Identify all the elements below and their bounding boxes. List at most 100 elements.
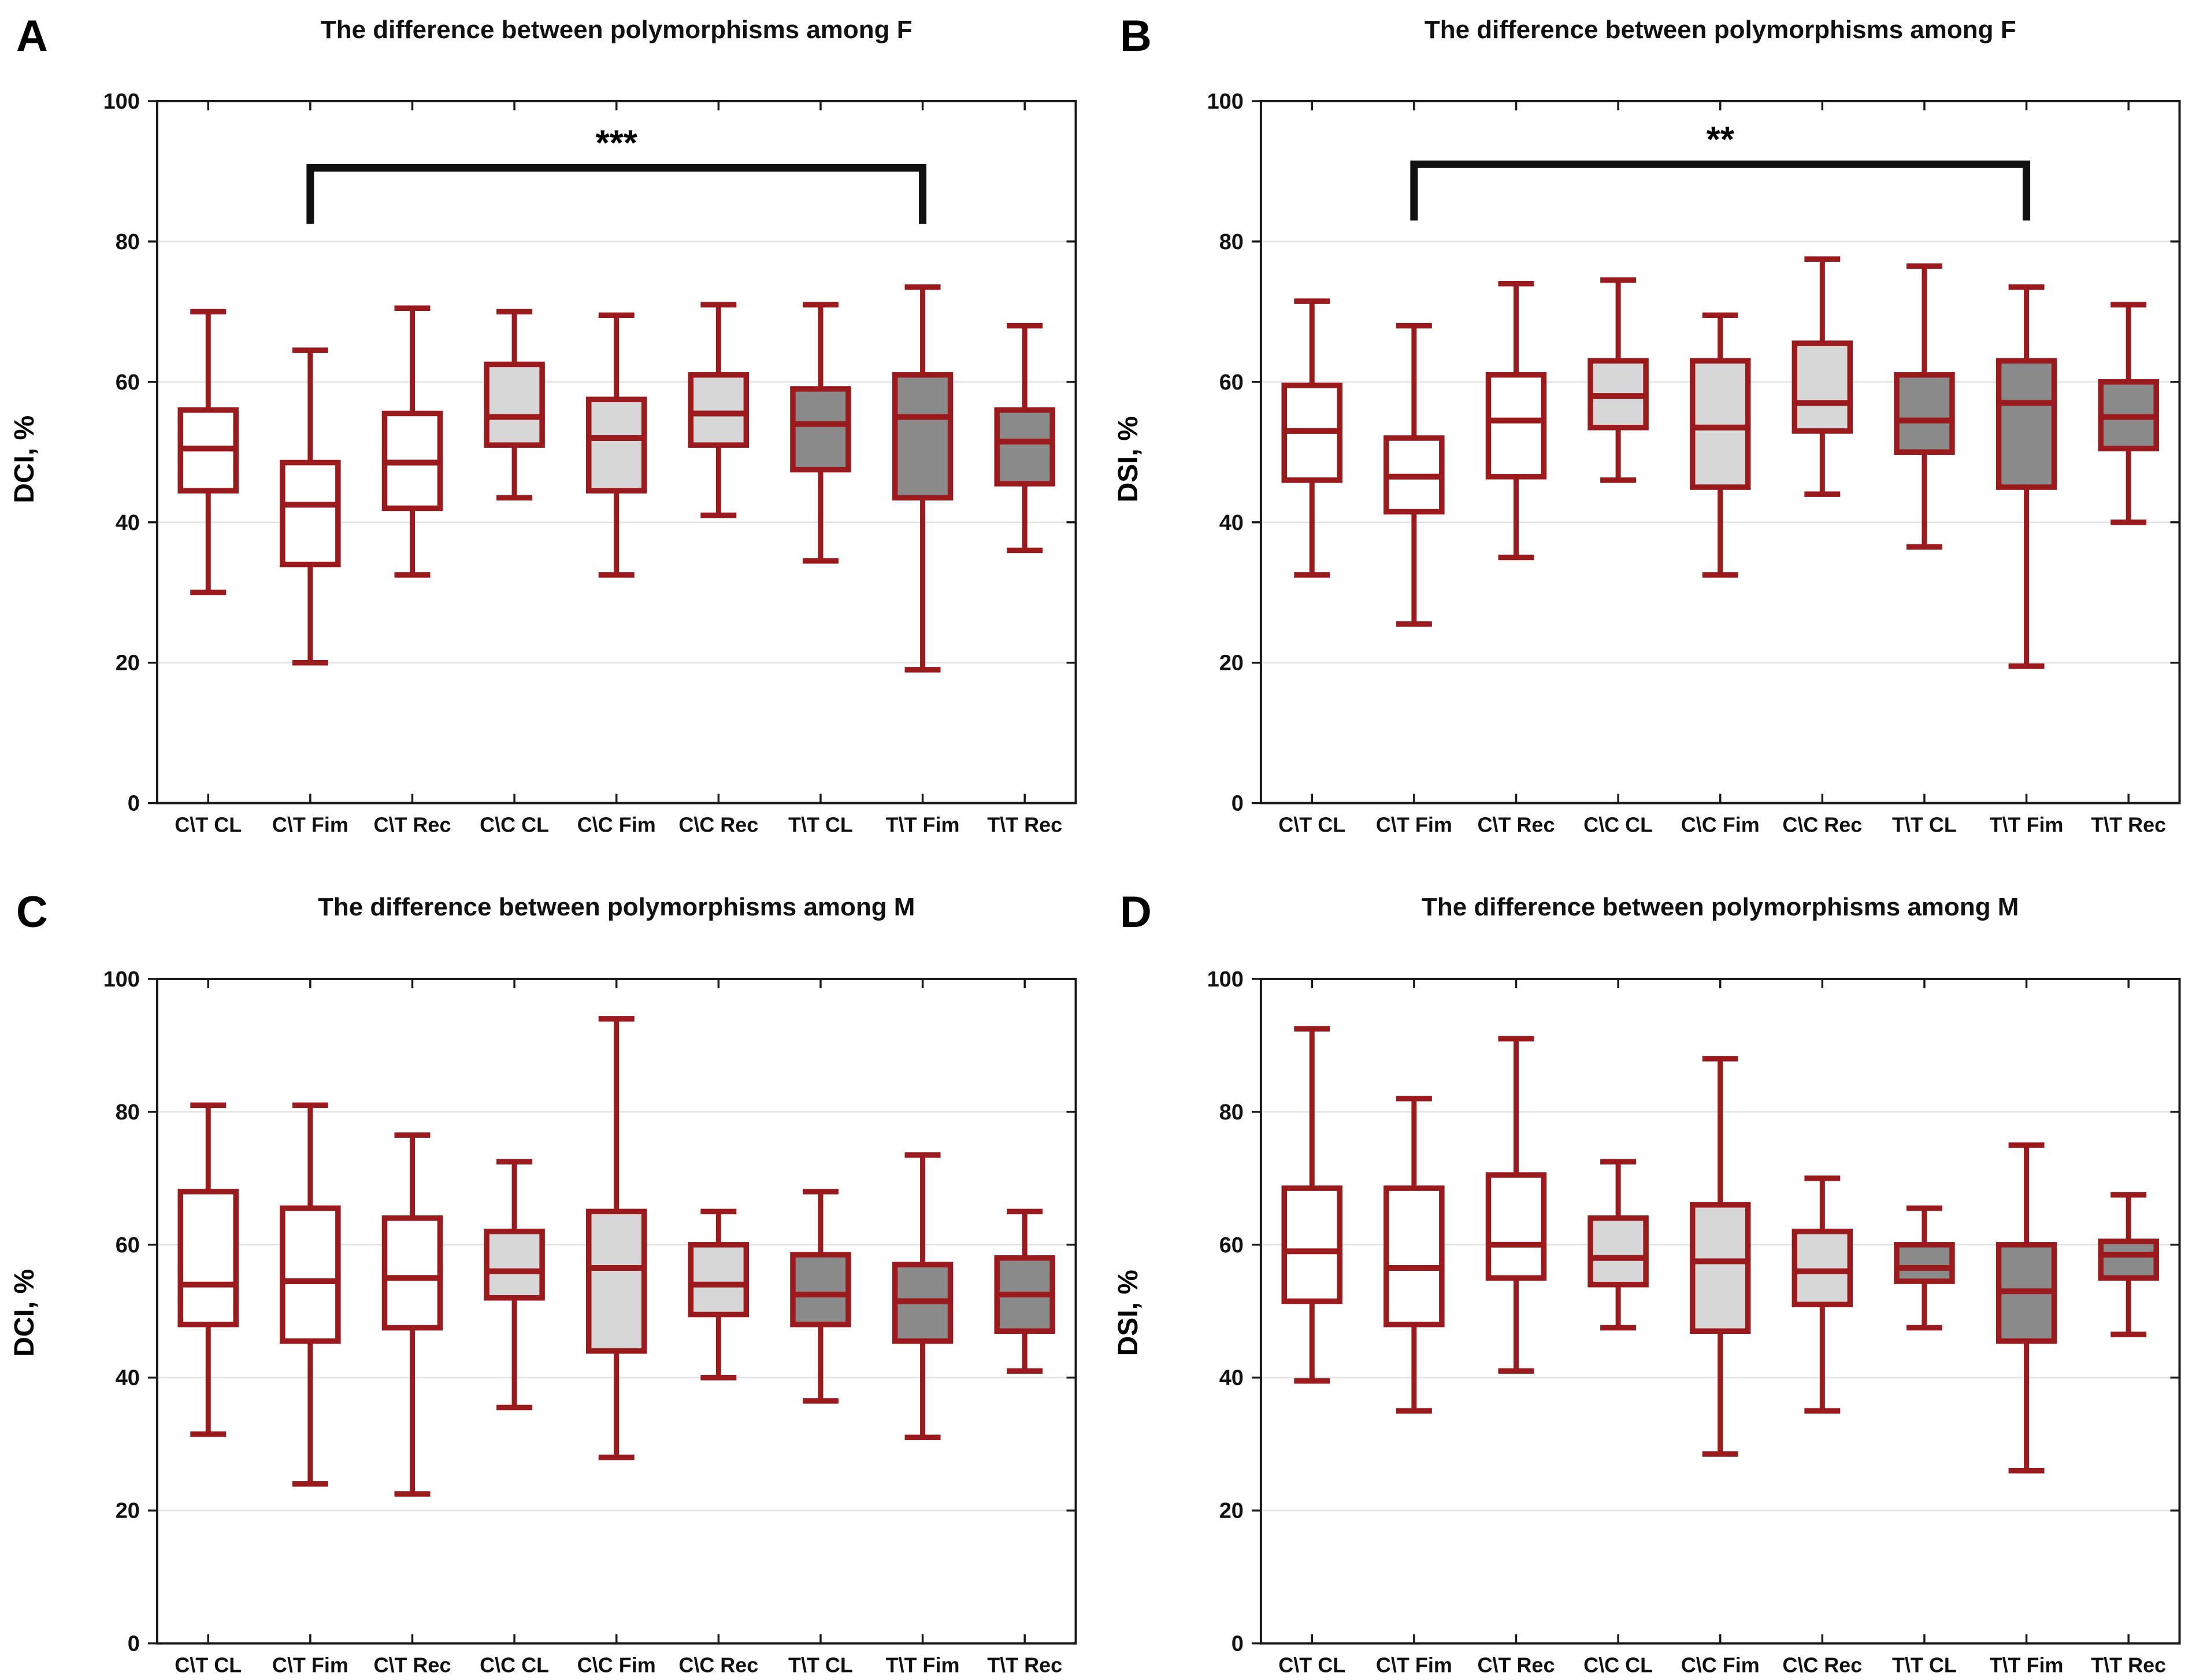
- y-axis-label: DSI, %: [1112, 416, 1143, 502]
- box-iqr: [790, 386, 851, 473]
- x-tick-label: T\T CL: [1891, 1653, 1956, 1677]
- box-iqr: [892, 372, 954, 500]
- x-tick-label: C\C Fim: [577, 813, 656, 837]
- boxplot-canvas-a: A The difference between polymorphisms a…: [9, 12, 1077, 837]
- box-iqr: [1689, 1201, 1750, 1334]
- y-tick-label: 60: [116, 1233, 140, 1257]
- panel-letter: B: [1119, 12, 1151, 61]
- box-iqr: [280, 1205, 341, 1344]
- y-tick-label: 20: [116, 1499, 140, 1523]
- significance-bracket: [306, 164, 927, 224]
- x-tick-label: T\T Rec: [987, 1653, 1062, 1677]
- x-tick-label: C\T CL: [175, 813, 242, 837]
- x-tick-label: C\C CL: [480, 813, 549, 837]
- box-iqr: [177, 1188, 239, 1327]
- box-iqr: [688, 372, 750, 448]
- panel-b: B The difference between polymorphisms a…: [1104, 0, 2207, 840]
- y-tick-label: 0: [128, 792, 140, 816]
- y-tick-label: 0: [1231, 1631, 1243, 1656]
- x-tick-label: T\T Rec: [2091, 1653, 2166, 1677]
- y-tick-label: 40: [1219, 1366, 1243, 1390]
- x-tick-label: T\T Fim: [1989, 1653, 2063, 1677]
- box-iqr: [484, 361, 545, 448]
- x-tick-label: C\C Rec: [1782, 813, 1862, 837]
- y-tick-label: 100: [1207, 967, 1243, 992]
- significance-bracket: [1409, 160, 2030, 221]
- x-tick-label: C\C Rec: [678, 1653, 758, 1677]
- plot-area: 0 20 40 60 80 100 C\T CL C\T Fim C\T Rec C\C CL C\…: [103, 967, 1077, 1677]
- x-tick-label: C\T Rec: [1477, 1653, 1555, 1677]
- x-tick-label: C\C Fim: [1681, 1653, 1759, 1677]
- y-axis-label: DCI, %: [9, 1269, 40, 1356]
- box-iqr: [1791, 340, 1853, 434]
- x-tick-label: T\T Rec: [2091, 813, 2166, 837]
- y-axis-label: DCI, %: [9, 416, 40, 503]
- box-iqr: [1587, 1215, 1649, 1288]
- box-iqr: [1383, 1185, 1445, 1327]
- plot-area: 0 20 40 60 80 100 C\T CL C\T Fim C\T Rec C\C CL C\…: [1207, 967, 2181, 1677]
- chart-title: The difference between polymorphisms amo…: [1424, 16, 2016, 44]
- y-tick-label: 60: [1219, 1233, 1243, 1257]
- boxplot-canvas-d: D The difference between polymorphisms a…: [1112, 888, 2181, 1677]
- y-tick-label: 40: [1219, 511, 1243, 535]
- box-iqr: [1281, 1185, 1342, 1304]
- box-iqr: [280, 459, 341, 568]
- box-iqr: [585, 1208, 647, 1354]
- box-iqr: [1893, 372, 1955, 455]
- box-iqr: [1485, 372, 1546, 480]
- y-tick-label: 20: [1219, 1499, 1243, 1523]
- x-tick-label: C\T CL: [1278, 1653, 1345, 1677]
- x-tick-label: C\T Fim: [272, 813, 348, 837]
- box-iqr: [381, 1215, 443, 1330]
- x-tick-label: C\C Rec: [1782, 1653, 1862, 1677]
- panel-d: D The difference between polymorphisms a…: [1104, 840, 2207, 1680]
- y-tick-label: 20: [1219, 651, 1243, 676]
- panel-letter: A: [16, 12, 48, 61]
- y-tick-label: 100: [103, 967, 140, 992]
- plot-area: 0 20 40 60 80 100 C\T CL C\T Fim C\T Rec C\C CL C\…: [1207, 90, 2181, 837]
- chart-title: The difference between polymorphisms amo…: [318, 893, 915, 921]
- chart-title: The difference between polymorphisms amo…: [1422, 893, 2019, 921]
- x-tick-label: C\C Fim: [1681, 813, 1759, 837]
- y-tick-label: 80: [1219, 1100, 1243, 1124]
- box-iqr: [790, 1251, 851, 1327]
- box-iqr: [484, 1228, 545, 1301]
- box-iqr: [1893, 1241, 1955, 1284]
- x-tick-label: T\T Fim: [1989, 813, 2063, 837]
- x-tick-label: C\T Rec: [1477, 813, 1555, 837]
- box-iqr: [1485, 1171, 1546, 1281]
- y-tick-label: 60: [116, 370, 140, 395]
- y-axis-label: DSI, %: [1112, 1270, 1143, 1356]
- box-iqr: [2097, 1238, 2159, 1281]
- box-iqr: [1995, 358, 2057, 490]
- x-tick-label: C\T Fim: [1375, 1653, 1452, 1677]
- x-tick-label: C\T Fim: [272, 1653, 348, 1677]
- x-tick-label: C\C CL: [1583, 1653, 1653, 1677]
- x-tick-label: C\C Rec: [678, 813, 758, 837]
- x-tick-label: T\T CL: [1891, 813, 1956, 837]
- y-tick-label: 60: [1219, 370, 1243, 395]
- y-tick-label: 80: [116, 1100, 140, 1124]
- panel-c: C The difference between polymorphisms a…: [0, 840, 1104, 1680]
- y-tick-label: 100: [1207, 90, 1243, 114]
- panel-letter: C: [16, 888, 48, 937]
- box-iqr: [1689, 358, 1750, 490]
- x-tick-label: C\T Rec: [373, 813, 451, 837]
- y-tick-label: 40: [116, 511, 140, 535]
- chart-title: The difference between polymorphisms amo…: [321, 16, 913, 44]
- y-tick-label: 80: [1219, 230, 1243, 254]
- x-tick-label: T\T Fim: [886, 1653, 960, 1677]
- x-tick-label: T\T Fim: [886, 813, 960, 837]
- y-tick-label: 0: [128, 1631, 140, 1656]
- y-tick-label: 40: [116, 1366, 140, 1390]
- y-tick-label: 20: [116, 651, 140, 676]
- x-tick-label: C\C Fim: [577, 1653, 656, 1677]
- boxplot-canvas-b: B The difference between polymorphisms a…: [1112, 12, 2181, 837]
- box-iqr: [1791, 1228, 1853, 1307]
- x-tick-label: C\T Fim: [1375, 813, 1452, 837]
- x-tick-label: C\C CL: [480, 1653, 549, 1677]
- plot-area: 0 20 40 60 80 100 C\T CL C\T Fim C\T Rec C\C CL C\…: [103, 90, 1077, 837]
- y-tick-label: 80: [116, 230, 140, 254]
- panel-a: A The difference between polymorphisms a…: [0, 0, 1104, 840]
